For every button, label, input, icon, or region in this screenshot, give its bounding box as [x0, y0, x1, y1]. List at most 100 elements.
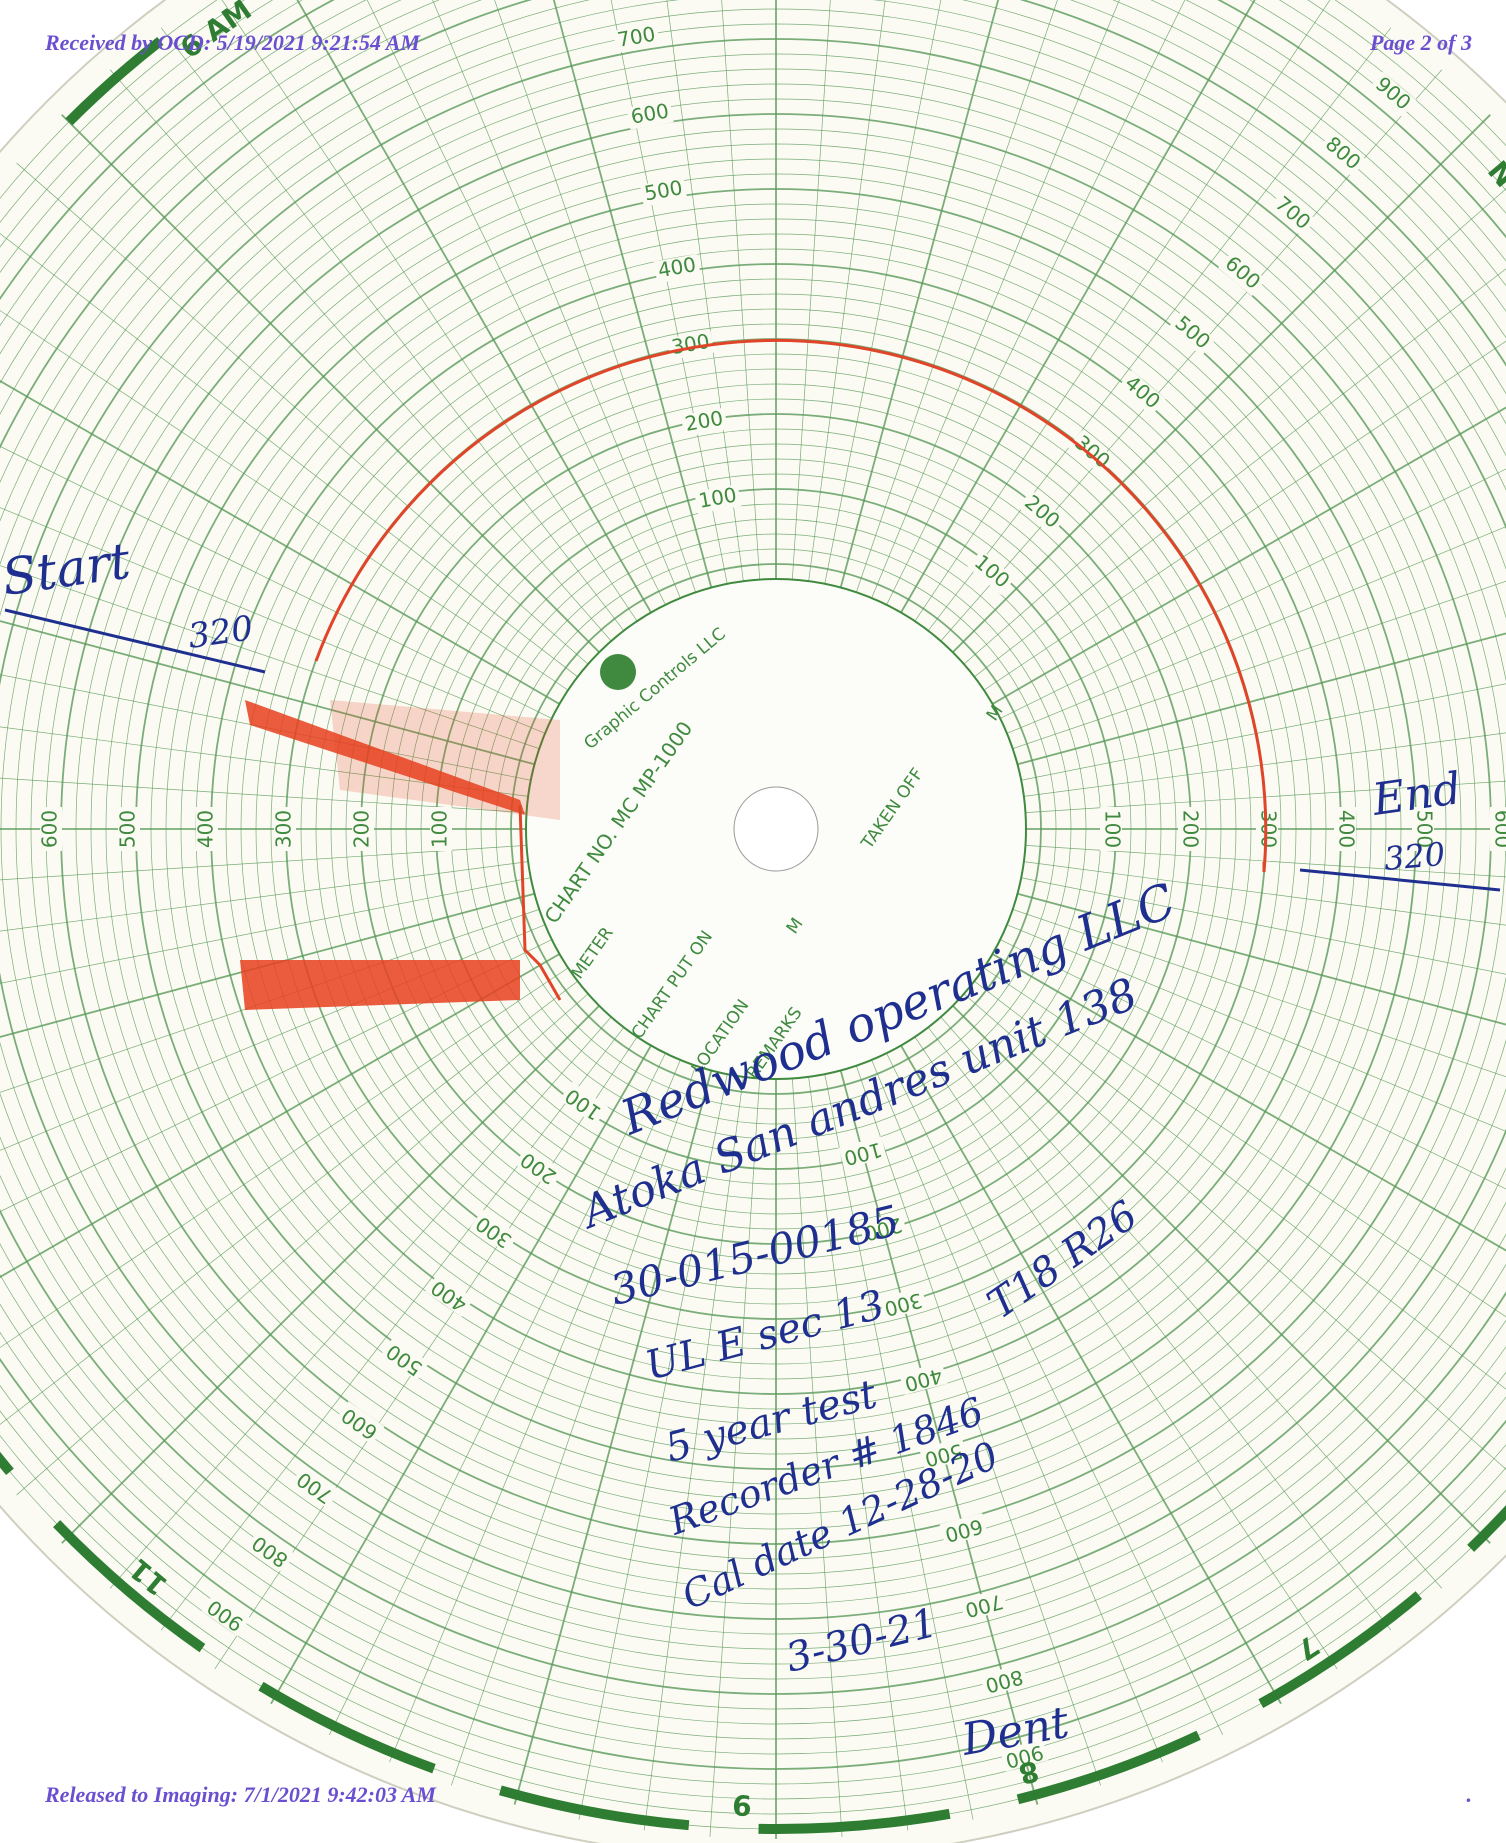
grid-spoke — [109, 69, 612, 642]
grid-spoke — [0, 953, 560, 1279]
grid-spoke — [610, 0, 728, 584]
grid-spoke — [992, 953, 1506, 1252]
grid-spoke — [824, 1074, 974, 1820]
rim-band — [258, 1681, 436, 1774]
page-number: Page 2 of 3 — [1369, 30, 1472, 55]
grid-spoke — [792, 1078, 843, 1837]
rim-band — [53, 1520, 206, 1653]
scale-backdrop — [1178, 807, 1200, 851]
scale-label: 200 — [1179, 810, 1203, 848]
scale-backdrop — [1167, 310, 1216, 356]
grid-spoke — [792, 0, 831, 580]
scale-backdrop — [858, 1211, 907, 1245]
grid-spoke — [1017, 632, 1506, 766]
scale-backdrop — [1100, 807, 1122, 851]
grid-spoke — [983, 967, 1506, 1318]
grid-spoke — [0, 674, 531, 781]
grid-spoke — [871, 0, 1120, 599]
grid-spoke — [1021, 683, 1506, 781]
grid-spoke — [963, 188, 1506, 665]
scale-label: 500 — [1413, 810, 1437, 848]
grid-spoke — [914, 0, 1331, 622]
grid-spoke — [1021, 877, 1506, 975]
grid-spoke — [643, 1076, 744, 1831]
scale-backdrop — [1490, 807, 1506, 851]
grid-spoke — [0, 379, 560, 705]
grid-spoke — [1000, 939, 1506, 1190]
rim-band — [65, 37, 164, 126]
grid-spoke — [871, 1059, 1163, 1763]
scale-label: 300 — [1257, 810, 1281, 848]
scale-backdrop — [559, 1081, 609, 1126]
grid-spoke — [0, 877, 531, 984]
scale-backdrop — [1000, 1739, 1049, 1772]
end-value: 320 — [1382, 835, 1446, 878]
scale-backdrop — [979, 1663, 1029, 1697]
scale-backdrop — [335, 1401, 385, 1445]
grid-spoke — [1006, 924, 1506, 1132]
grid-spoke — [940, 1016, 1443, 1589]
grid-spoke — [16, 162, 589, 665]
grid-spoke — [1017, 892, 1506, 1026]
scale-backdrop — [425, 1273, 474, 1317]
grid-spoke — [886, 0, 1186, 605]
grid-spoke — [366, 0, 666, 605]
scale-backdrop — [514, 1145, 564, 1189]
released-stamp: Released to Imaging: 7/1/2021 9:42:03 AM — [44, 1782, 437, 1807]
scale-label: 400 — [194, 810, 218, 848]
scale-label: 600 — [38, 810, 62, 848]
footer-mark: . — [1467, 1782, 1473, 1807]
grid-spoke — [494, 0, 696, 593]
grid-spoke — [61, 1005, 600, 1544]
scale-backdrop — [40, 807, 62, 851]
scale-backdrop — [1117, 370, 1166, 416]
scale-backdrop — [640, 177, 688, 207]
grid-spoke — [886, 1053, 1224, 1735]
end: End — [1368, 763, 1464, 826]
scale-backdrop — [1218, 251, 1266, 297]
grid-spoke — [1012, 909, 1506, 1078]
grid-spoke — [432, 0, 681, 599]
time-label: 9 — [732, 1788, 753, 1822]
grid-spoke — [974, 268, 1506, 678]
grid-spoke — [552, 0, 713, 588]
grid-spoke — [0, 777, 527, 813]
rim-band — [498, 1785, 690, 1831]
underline — [1299, 868, 1501, 892]
grid-spoke — [1025, 780, 1506, 813]
grid-spoke — [0, 861, 529, 932]
rim-band — [1467, 1505, 1506, 1552]
scale-backdrop — [694, 484, 742, 514]
grid-spoke — [16, 993, 589, 1496]
scale-backdrop — [1318, 131, 1367, 177]
grid-spoke — [61, 114, 600, 653]
scale-backdrop — [246, 1529, 296, 1573]
grid-spoke — [721, 0, 760, 580]
grid-spoke — [0, 892, 535, 1038]
scale-backdrop — [1268, 191, 1317, 237]
grid-spoke — [451, 1065, 696, 1786]
scale-backdrop — [919, 1437, 968, 1471]
ink-smear — [245, 700, 525, 815]
grid-spoke — [1023, 732, 1506, 797]
grid-spoke — [270, 1045, 652, 1705]
grid-spoke — [513, 1070, 713, 1805]
grid-spoke — [0, 233, 578, 678]
rim-band — [1016, 1730, 1201, 1805]
logo — [600, 654, 636, 690]
scale-backdrop — [878, 1286, 928, 1320]
pressure-trace — [518, 804, 562, 1001]
underline — [4, 608, 266, 674]
grid-spoke — [808, 0, 886, 582]
grid-spoke — [0, 507, 546, 734]
scale-backdrop — [899, 1362, 948, 1395]
scale-backdrop — [612, 23, 661, 53]
grid-spoke — [328, 1053, 666, 1735]
grid-spoke — [160, 27, 625, 631]
grid-spoke — [1012, 580, 1506, 749]
scale-backdrop — [626, 100, 674, 130]
grid-spoke — [983, 340, 1506, 691]
grid-spoke — [389, 1059, 681, 1763]
